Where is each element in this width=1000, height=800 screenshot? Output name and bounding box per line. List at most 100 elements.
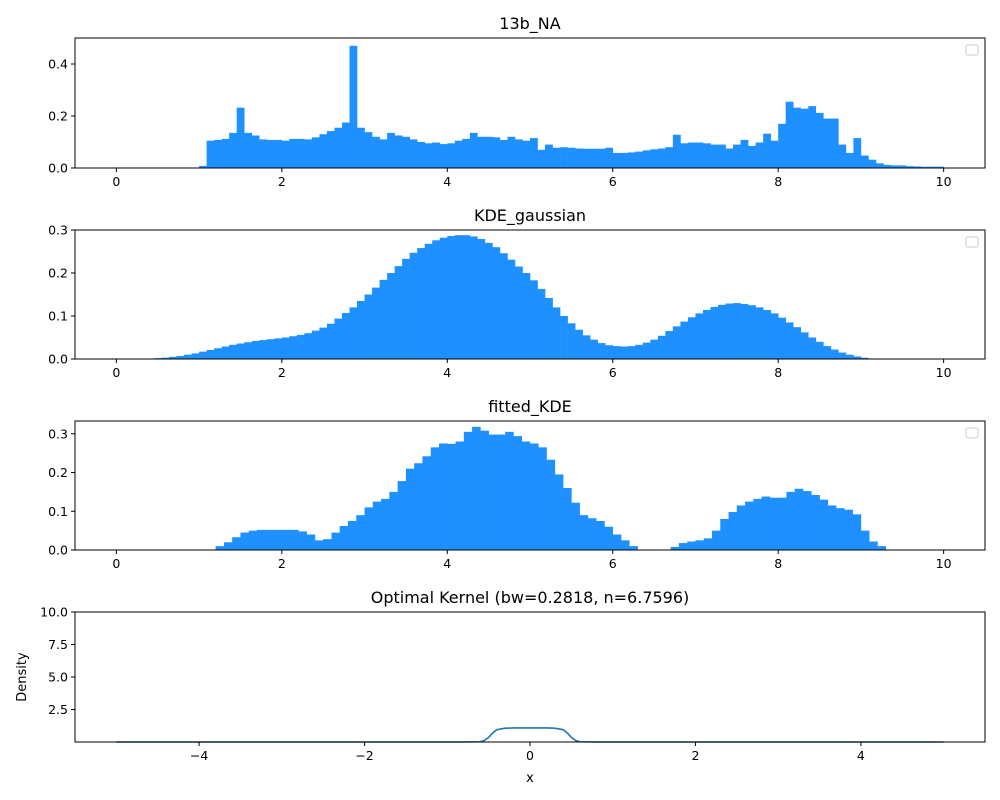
bar xyxy=(417,142,426,168)
bar xyxy=(364,507,374,550)
bar xyxy=(898,165,907,168)
bar xyxy=(537,288,546,359)
bar xyxy=(770,140,779,168)
panel-2-plot: 0 2 4 6 8 10 0.0 0.1 0.2 0.3 xyxy=(48,223,952,381)
bar xyxy=(492,137,501,168)
bar xyxy=(289,336,298,359)
bar xyxy=(514,139,523,168)
bar xyxy=(725,148,734,168)
bar xyxy=(266,339,275,359)
bar xyxy=(348,520,357,550)
bar xyxy=(439,144,448,168)
bar xyxy=(455,441,465,550)
bar xyxy=(191,353,200,359)
bar xyxy=(621,540,630,550)
bar xyxy=(214,348,222,359)
bar xyxy=(274,338,283,359)
bar xyxy=(853,356,862,359)
bar xyxy=(778,123,786,168)
bar xyxy=(844,509,853,550)
bar xyxy=(786,491,796,550)
bar xyxy=(687,142,696,168)
bar xyxy=(462,235,471,359)
bar xyxy=(311,330,320,359)
x-tick-label: 2 xyxy=(691,748,699,763)
bar xyxy=(394,266,403,359)
bar xyxy=(761,496,771,550)
bar xyxy=(703,538,713,550)
bar xyxy=(319,134,328,168)
bar xyxy=(794,488,804,550)
bar xyxy=(718,304,726,359)
bar xyxy=(650,339,659,359)
panel-2-title: KDE_gaussian xyxy=(474,206,586,226)
panel-4-frame xyxy=(74,611,986,743)
bar xyxy=(304,139,313,168)
x-tick-label: −4 xyxy=(190,748,208,763)
bar xyxy=(868,159,877,168)
bar xyxy=(815,112,824,168)
bar xyxy=(695,313,704,359)
bar xyxy=(827,505,837,550)
panel-optimal-kernel: Optimal Kernel (bw=0.2818, n=6.7596) −4−… xyxy=(15,588,986,786)
bar xyxy=(830,118,839,168)
bar xyxy=(530,443,539,550)
bar xyxy=(454,235,463,359)
bar xyxy=(480,430,489,550)
bar xyxy=(590,339,598,359)
bar xyxy=(339,525,349,550)
panel-kde-gaussian: KDE_gaussian 0 2 4 6 8 10 0.0 0.1 0.2 0.3 xyxy=(48,206,986,381)
bar xyxy=(296,138,305,168)
bar xyxy=(612,534,622,550)
bar xyxy=(582,148,591,168)
y-tick-label: 0.1 xyxy=(48,309,68,324)
bar xyxy=(477,239,486,359)
bar xyxy=(819,499,829,550)
bar xyxy=(678,543,688,550)
bar xyxy=(890,165,899,168)
bar xyxy=(405,468,415,550)
bar xyxy=(379,139,388,168)
bar xyxy=(740,303,749,359)
x-tick-label: 6 xyxy=(609,174,617,189)
bar xyxy=(334,127,343,168)
bar xyxy=(642,150,651,168)
bar xyxy=(334,318,343,359)
bar xyxy=(778,317,786,359)
bar xyxy=(921,166,929,168)
bar xyxy=(718,144,726,168)
bar xyxy=(432,240,441,359)
bar xyxy=(439,443,448,550)
bar xyxy=(199,351,207,359)
bar xyxy=(545,297,553,359)
bar xyxy=(875,163,884,168)
bar xyxy=(424,143,433,168)
bar xyxy=(499,253,508,359)
bar xyxy=(748,305,756,359)
bar xyxy=(538,447,547,550)
bar xyxy=(357,300,365,359)
x-tick-label: 6 xyxy=(609,365,617,380)
bar xyxy=(860,155,869,168)
bar xyxy=(740,139,749,168)
bar xyxy=(687,541,696,550)
bar xyxy=(720,519,729,550)
bar xyxy=(229,344,237,359)
bar xyxy=(552,147,561,168)
bar xyxy=(845,354,854,359)
bar xyxy=(587,518,597,550)
bar xyxy=(176,355,185,359)
bar xyxy=(808,337,817,359)
bar xyxy=(251,340,260,359)
bar xyxy=(229,132,237,168)
panel-1-legend xyxy=(965,44,979,56)
bar xyxy=(221,346,230,359)
bar xyxy=(845,152,854,168)
bar xyxy=(702,309,711,359)
bar xyxy=(769,497,779,550)
bar xyxy=(424,243,433,359)
x-tick-label: 4 xyxy=(443,365,451,380)
bar xyxy=(372,287,380,359)
bar xyxy=(296,334,305,359)
